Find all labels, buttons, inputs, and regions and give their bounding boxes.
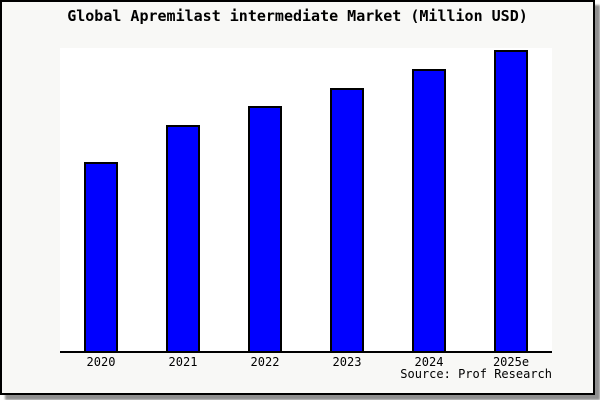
bar-2025e (494, 50, 528, 351)
bar-2023 (330, 88, 364, 351)
x-label-2021: 2021 (168, 355, 198, 369)
x-label-2025e: 2025e (492, 355, 530, 369)
chart-frame: Global Apremilast intermediate Market (M… (0, 0, 595, 395)
bar-2021 (166, 125, 200, 351)
bar-2020 (84, 162, 118, 351)
bar-2022 (248, 106, 282, 351)
x-label-2023: 2023 (332, 355, 362, 369)
x-axis-labels: 2020 2021 2022 2023 2024 2025e (60, 355, 552, 371)
plot-area (60, 48, 552, 353)
bar-2024 (412, 69, 446, 351)
x-label-2024: 2024 (414, 355, 444, 369)
x-label-2022: 2022 (250, 355, 280, 369)
source-caption: Source: Prof Research (400, 367, 552, 381)
chart-title: Global Apremilast intermediate Market (M… (67, 7, 528, 25)
x-label-2020: 2020 (86, 355, 116, 369)
